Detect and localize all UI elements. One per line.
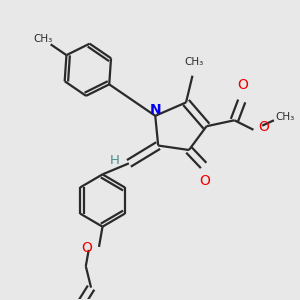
Text: CH₃: CH₃ <box>275 112 295 122</box>
Text: CH₃: CH₃ <box>184 57 204 67</box>
Text: O: O <box>237 78 248 92</box>
Text: O: O <box>81 242 92 255</box>
Text: O: O <box>259 120 270 134</box>
Text: CH₃: CH₃ <box>34 34 53 44</box>
Text: H: H <box>110 154 119 167</box>
Text: N: N <box>149 103 161 117</box>
Text: O: O <box>200 174 211 188</box>
